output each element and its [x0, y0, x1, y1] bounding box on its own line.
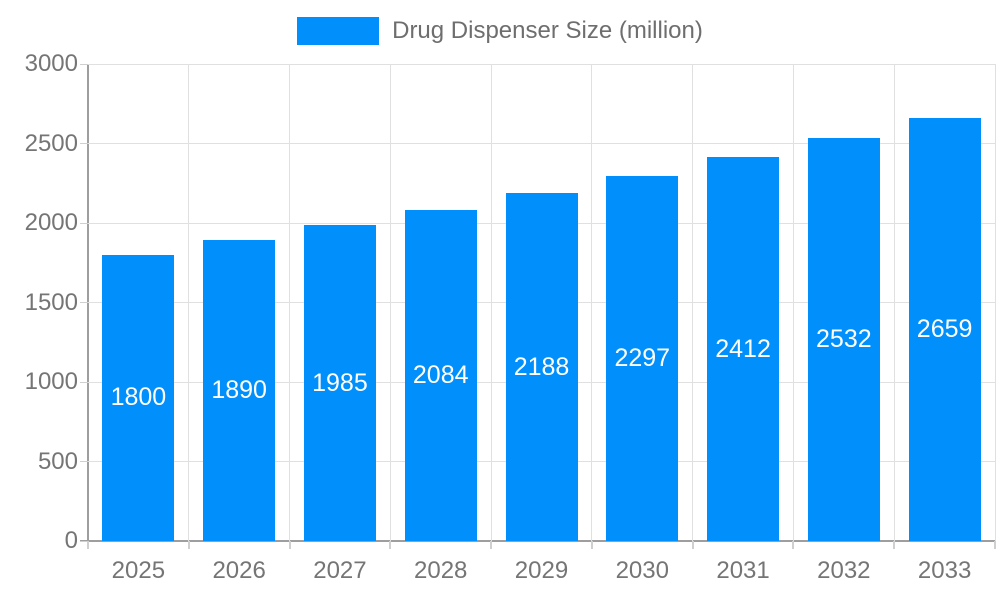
v-gridline [591, 64, 593, 541]
bar-value-label: 2084 [412, 360, 469, 389]
y-axis-tick-label: 3000 [24, 50, 78, 77]
y-axis-tick-label: 500 [37, 447, 78, 475]
x-axis-tick-label: 2032 [817, 557, 871, 584]
x-axis-tick [288, 541, 291, 549]
x-axis-tick-label: 2025 [111, 557, 166, 584]
x-axis-tick [389, 541, 392, 549]
v-gridline [389, 64, 391, 541]
x-axis-tick [994, 541, 996, 549]
v-gridline [289, 64, 291, 541]
bar-2032[interactable]: 2532 [807, 138, 880, 541]
bar-2029[interactable]: 2188 [505, 193, 578, 541]
x-axis-tick [187, 541, 190, 549]
v-gridline [692, 64, 694, 541]
y-axis-tick [80, 222, 88, 224]
bar-value-label: 1985 [312, 368, 368, 397]
x-axis-tick [490, 541, 493, 549]
bar-value-label: 2659 [916, 315, 973, 344]
x-axis-tick-label: 2027 [313, 557, 367, 584]
v-gridline [994, 64, 996, 541]
v-gridline [792, 64, 794, 541]
bar-2030[interactable]: 2297 [606, 175, 679, 541]
y-axis-tick [80, 63, 88, 65]
x-axis-tick-label: 2031 [716, 557, 770, 584]
x-axis-tick [792, 541, 795, 549]
legend-label[interactable]: Drug Dispenser Size (million) [392, 17, 703, 44]
y-axis-tick-label: 1000 [24, 368, 78, 395]
x-axis-line [80, 540, 995, 542]
bar-value-label: 2188 [513, 352, 570, 381]
y-axis-tick [80, 540, 88, 542]
bar-2028[interactable]: 2084 [404, 209, 477, 541]
x-axis-tick [893, 541, 896, 549]
x-axis-tick-label: 2033 [917, 557, 972, 584]
h-gridline [88, 63, 995, 65]
bar-2027[interactable]: 1985 [303, 225, 376, 541]
v-gridline [188, 64, 190, 541]
x-axis-tick [590, 541, 593, 549]
bar-2025[interactable]: 1800 [102, 254, 175, 541]
x-axis-tick [691, 541, 694, 549]
bar-value-label: 2532 [816, 325, 872, 354]
y-axis-tick [80, 143, 88, 144]
x-axis-tick-label: 2029 [514, 557, 569, 584]
x-axis-tick-label: 2030 [615, 557, 669, 584]
x-axis-tick-label: 2028 [414, 557, 468, 584]
legend-swatch[interactable] [297, 17, 380, 45]
bar-2033[interactable]: 2659 [908, 118, 981, 541]
y-axis-tick-label: 2500 [24, 129, 78, 157]
bar-value-label: 1890 [211, 376, 267, 405]
legend: Drug Dispenser Size (million) [0, 17, 1000, 45]
y-axis-tick-label: 2000 [24, 209, 78, 236]
h-gridline [88, 143, 995, 144]
v-gridline [490, 64, 492, 541]
bar-value-label: 2297 [614, 343, 671, 372]
bar-2026[interactable]: 1890 [203, 240, 276, 541]
y-axis-tick [80, 302, 88, 303]
y-axis-tick-label: 0 [64, 527, 78, 554]
bar-value-label: 1800 [110, 383, 167, 412]
y-axis-tick-label: 1500 [24, 288, 78, 316]
x-axis-tick [87, 541, 89, 549]
bar-value-label: 2412 [715, 334, 771, 363]
bar-2031[interactable]: 2412 [707, 157, 780, 541]
y-axis-tick [80, 381, 88, 383]
v-gridline [893, 64, 895, 541]
y-axis-tick [80, 461, 88, 462]
x-axis-tick-label: 2026 [212, 557, 266, 584]
plot-area: 1800 1890 1985 2084 2188 2297 2412 2532 2659 [88, 63, 996, 541]
